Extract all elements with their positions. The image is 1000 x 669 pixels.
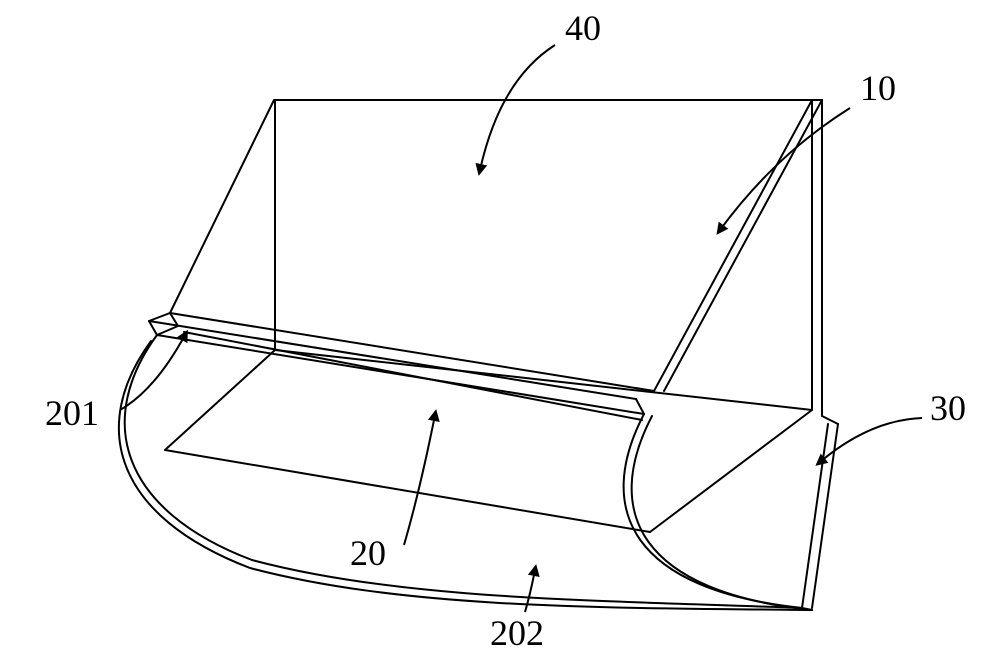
label-l40: 40 — [565, 8, 601, 48]
label-l10: 10 — [860, 68, 896, 108]
label-l30: 30 — [930, 388, 966, 428]
technical-drawing: 40 10 30 201 20 202 — [0, 0, 1000, 669]
leader-l40 — [480, 45, 555, 170]
label-l202: 202 — [490, 613, 544, 653]
label-l201: 201 — [45, 393, 99, 433]
label-l20: 20 — [350, 533, 386, 573]
leader-l20 — [404, 415, 435, 545]
leader-l202 — [525, 570, 535, 612]
leader-l201 — [120, 335, 185, 410]
